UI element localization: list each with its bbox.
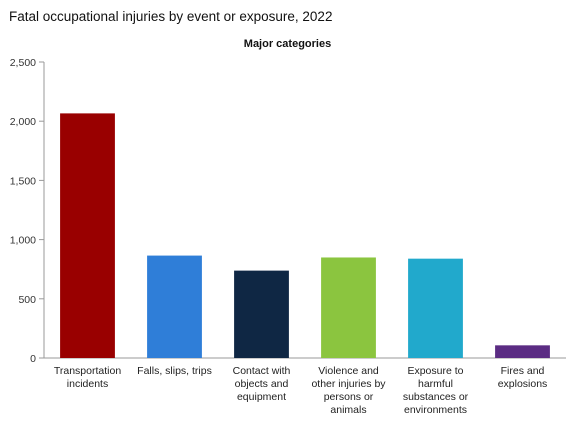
y-tick-label: 0	[30, 353, 36, 365]
y-tick-label: 1,500	[10, 175, 36, 187]
y-axis: 0 500 1,000 1,500 2,000 2,500	[10, 57, 566, 365]
bars	[60, 113, 550, 359]
y-tick-label: 1,000	[10, 235, 36, 247]
bar	[321, 257, 376, 358]
x-tick-label: Transportation incidents	[54, 365, 121, 390]
y-tick-label: 500	[18, 294, 36, 306]
x-tick-label: Fires and explosions	[498, 365, 548, 390]
x-tick-label: Exposure to harmful substances or environme…	[403, 365, 469, 416]
chart-title: Fatal occupational injuries by event or …	[9, 9, 333, 24]
bar	[234, 270, 289, 358]
y-tick-label: 2,500	[10, 57, 36, 69]
x-tick-label: Violence and other injuries by persons or a…	[311, 365, 386, 416]
chart-subtitle: Major categories	[243, 38, 332, 50]
y-tick-label: 2,000	[10, 116, 36, 128]
bar	[495, 345, 550, 358]
bar	[408, 258, 463, 358]
x-axis-labels: Transportation incidents Falls, slips, tri…	[54, 365, 547, 416]
x-tick-label: Contact with objects and equipment	[233, 365, 291, 403]
x-tick-label: Falls, slips, trips	[137, 365, 212, 377]
bar	[147, 255, 202, 358]
bar	[60, 113, 115, 359]
